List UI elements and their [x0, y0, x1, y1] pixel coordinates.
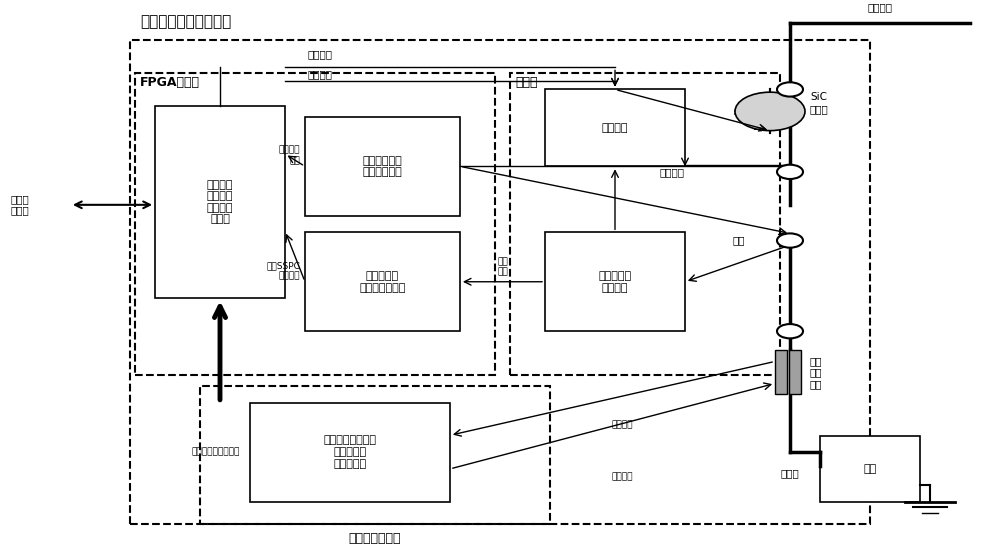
Text: SiC
功率管: SiC 功率管	[810, 93, 829, 114]
Text: 负载电压: 负载电压	[660, 167, 685, 177]
Text: 短路
信号: 短路 信号	[497, 257, 508, 276]
Text: 常规SSPC
上传信息: 常规SSPC 上传信息	[266, 261, 300, 280]
FancyBboxPatch shape	[820, 436, 920, 501]
Text: 非接
触耦
合器: 非接 触耦 合器	[810, 356, 822, 389]
Text: 驱动信息: 驱动信息	[308, 69, 332, 79]
Bar	[775, 350, 787, 395]
Text: 基于多源
信息融合
的故障决
策诊断: 基于多源 信息融合 的故障决 策诊断	[207, 180, 233, 224]
Circle shape	[735, 92, 805, 131]
Text: 综合化固态功率控制器: 综合化固态功率控制器	[140, 14, 231, 29]
Circle shape	[777, 82, 803, 96]
FancyBboxPatch shape	[305, 233, 460, 331]
FancyBboxPatch shape	[545, 233, 685, 331]
Text: 驱动控制: 驱动控制	[602, 123, 628, 133]
Text: 决策控制: 决策控制	[308, 49, 332, 59]
Text: 电缆开路、短路及
间歇性故障
检测与定位: 电缆开路、短路及 间歇性故障 检测与定位	[324, 435, 376, 469]
Circle shape	[777, 165, 803, 179]
Text: 电缆故障定位板: 电缆故障定位板	[349, 532, 401, 545]
Text: 电流检测调理
电弧故障诊断: 电流检测调理 电弧故障诊断	[363, 155, 402, 177]
Text: 反射信号: 反射信号	[612, 472, 633, 482]
Text: 航电总
线接口: 航电总 线接口	[11, 194, 29, 215]
Bar	[789, 350, 801, 395]
Text: 输出线: 输出线	[781, 468, 799, 479]
FancyBboxPatch shape	[545, 89, 685, 166]
FancyBboxPatch shape	[250, 403, 450, 501]
FancyBboxPatch shape	[305, 117, 460, 216]
Circle shape	[777, 324, 803, 338]
Text: 过欠压保护
过载反时限保护: 过欠压保护 过载反时限保护	[359, 271, 406, 293]
Text: 负载: 负载	[863, 463, 877, 473]
Text: 功率板: 功率板	[515, 75, 538, 89]
Text: FPGA数字板: FPGA数字板	[140, 75, 200, 89]
Text: 电弧故障
信息: 电弧故障 信息	[278, 145, 300, 165]
Circle shape	[777, 234, 803, 248]
Text: 短路判定及
限流保护: 短路判定及 限流保护	[598, 271, 632, 293]
FancyBboxPatch shape	[155, 106, 285, 298]
Text: 电缆故障及定位信息: 电缆故障及定位信息	[192, 447, 240, 457]
Text: 入射信号: 入射信号	[612, 420, 633, 429]
Text: 输入进线: 输入进线	[868, 3, 893, 13]
Text: 电流: 电流	[732, 235, 745, 246]
